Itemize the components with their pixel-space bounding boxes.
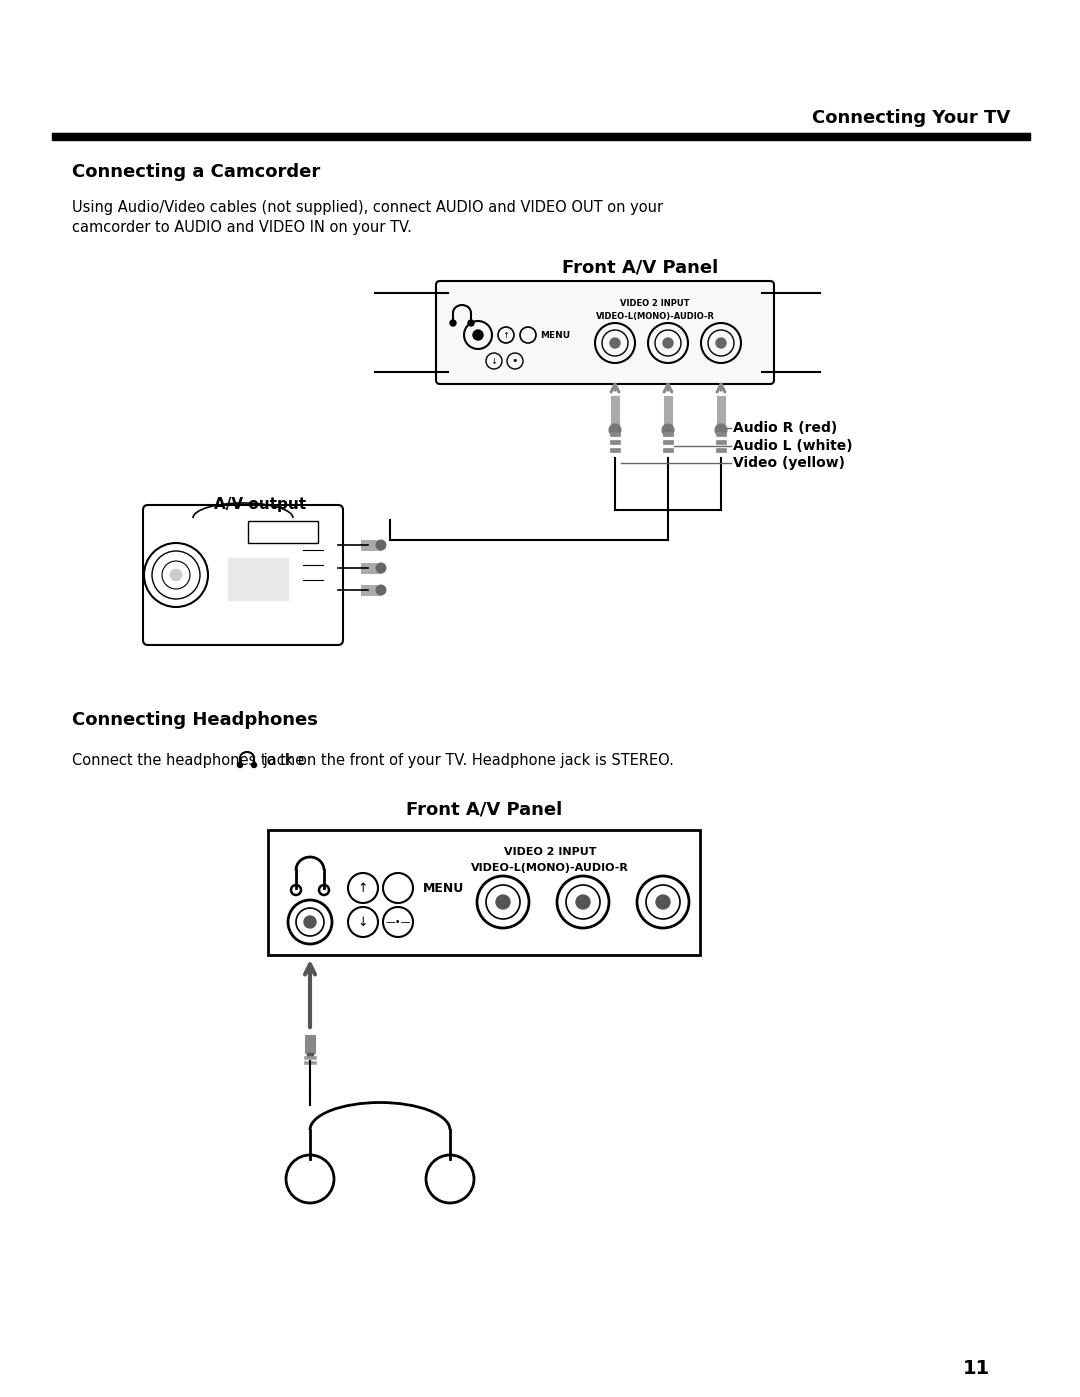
Bar: [361, 563, 381, 573]
Circle shape: [450, 320, 456, 326]
Circle shape: [662, 425, 674, 436]
Text: ↓: ↓: [357, 915, 368, 929]
Circle shape: [609, 425, 621, 436]
Circle shape: [610, 338, 620, 348]
Text: MENU: MENU: [540, 331, 570, 339]
Bar: [268, 830, 700, 956]
Bar: [248, 521, 318, 543]
Bar: [663, 448, 673, 453]
Text: A/V output: A/V output: [214, 497, 306, 513]
Circle shape: [376, 563, 386, 573]
Text: MENU: MENU: [423, 882, 464, 894]
Text: ↑: ↑: [357, 882, 368, 894]
Bar: [610, 448, 620, 453]
Bar: [52, 133, 1030, 136]
Text: Audio L (white): Audio L (white): [733, 439, 852, 453]
Bar: [307, 1053, 313, 1058]
Bar: [664, 395, 672, 426]
Text: •: •: [512, 356, 518, 366]
Bar: [303, 1060, 316, 1065]
Circle shape: [715, 425, 727, 436]
Bar: [305, 1035, 315, 1053]
Bar: [361, 585, 381, 595]
Bar: [716, 440, 726, 444]
Text: Front A/V Panel: Front A/V Panel: [562, 258, 718, 277]
Bar: [361, 541, 381, 550]
Circle shape: [473, 330, 483, 339]
Text: Front A/V Panel: Front A/V Panel: [406, 800, 562, 819]
Bar: [52, 133, 1030, 140]
Circle shape: [663, 338, 673, 348]
Text: jack on the front of your TV. Headphone jack is STEREO.: jack on the front of your TV. Headphone …: [259, 753, 674, 767]
Text: Video (yellow): Video (yellow): [733, 455, 845, 469]
Text: VIDEO-L(MONO)-AUDIO-R: VIDEO-L(MONO)-AUDIO-R: [471, 863, 629, 873]
Bar: [610, 440, 620, 444]
Circle shape: [576, 895, 590, 909]
Circle shape: [656, 895, 670, 909]
Text: VIDEO 2 INPUT: VIDEO 2 INPUT: [503, 847, 596, 856]
Circle shape: [238, 763, 243, 767]
Circle shape: [376, 585, 386, 595]
Text: ↑: ↑: [502, 331, 510, 339]
Circle shape: [252, 763, 257, 767]
Bar: [663, 432, 673, 436]
Circle shape: [303, 916, 316, 928]
Bar: [663, 440, 673, 444]
Circle shape: [496, 895, 510, 909]
Text: 11: 11: [962, 1358, 990, 1377]
Text: VIDEO-L(MONO)-AUDIO-R: VIDEO-L(MONO)-AUDIO-R: [595, 313, 715, 321]
Text: Connect the headphones to the: Connect the headphones to the: [72, 753, 309, 767]
Text: Connecting Headphones: Connecting Headphones: [72, 711, 318, 729]
Text: Audio R (red): Audio R (red): [733, 420, 837, 434]
Circle shape: [716, 338, 726, 348]
Text: VIDEO 2 INPUT: VIDEO 2 INPUT: [620, 299, 690, 307]
Text: camcorder to AUDIO and VIDEO IN on your TV.: camcorder to AUDIO and VIDEO IN on your …: [72, 219, 411, 235]
FancyBboxPatch shape: [436, 281, 774, 384]
Bar: [716, 448, 726, 453]
Text: Connecting Your TV: Connecting Your TV: [812, 109, 1010, 127]
Circle shape: [468, 320, 474, 326]
Circle shape: [170, 569, 183, 581]
Bar: [228, 557, 288, 599]
Bar: [303, 1056, 316, 1059]
Bar: [716, 432, 726, 436]
Bar: [717, 395, 725, 426]
Bar: [611, 395, 619, 426]
Text: Connecting a Camcorder: Connecting a Camcorder: [72, 163, 321, 182]
Text: Using Audio/Video cables (not supplied), connect AUDIO and VIDEO OUT on your: Using Audio/Video cables (not supplied),…: [72, 200, 663, 215]
Text: ↓: ↓: [490, 356, 498, 366]
Text: —•—: —•—: [386, 916, 410, 928]
Circle shape: [376, 541, 386, 550]
Bar: [610, 432, 620, 436]
